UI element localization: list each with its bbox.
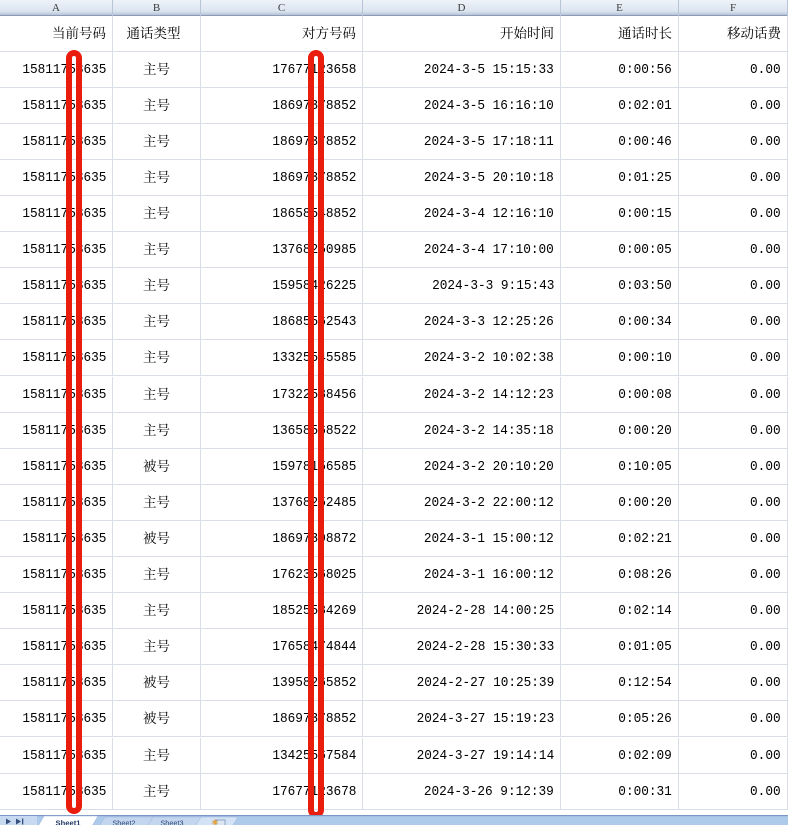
svg-text:Sheet2: Sheet2: [112, 818, 135, 825]
svg-text:Sheet1: Sheet1: [56, 818, 82, 825]
svg-text:Sheet3: Sheet3: [160, 818, 183, 825]
